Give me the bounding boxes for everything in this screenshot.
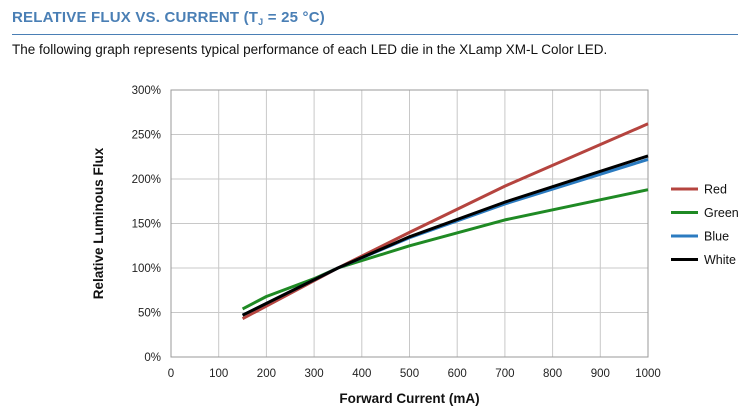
x-tick-label: 700: [495, 368, 514, 380]
series-line-green: [241, 188, 649, 311]
x-tick-label: 1000: [635, 368, 661, 380]
legend: Red Green Blue White: [671, 183, 739, 267]
x-tick-label: 300: [305, 368, 324, 380]
section-header: RELATIVE FLUX VS. CURRENT (TJ = 25 °C): [12, 6, 738, 35]
legend-label-white: White: [704, 253, 736, 267]
y-tick-label: 250%: [132, 130, 161, 142]
series-line-white: [241, 154, 649, 317]
y-tick-label: 0%: [144, 352, 161, 364]
x-tick-label: 900: [591, 368, 610, 380]
x-tick-label: 400: [352, 368, 371, 380]
x-tick-label: 200: [257, 368, 276, 380]
description-text: The following graph represents typical p…: [12, 42, 608, 57]
title-end: = 25 °C): [263, 9, 325, 26]
legend-label-blue: Blue: [704, 230, 729, 244]
series-lines: [241, 122, 649, 321]
legend-label-green: Green: [704, 206, 739, 220]
x-tick-label: 0: [168, 368, 174, 380]
y-tick-labels: 0% 50% 100% 150% 200% 250% 300%: [132, 85, 161, 364]
x-axis-label: Forward Current (mA): [339, 391, 479, 406]
grid-layer: [170, 89, 649, 358]
legend-label-red: Red: [704, 183, 727, 197]
title-subscript: J: [258, 17, 264, 27]
plot-frame: [170, 89, 649, 358]
x-tick-label: 100: [209, 368, 228, 380]
x-tick-label: 500: [400, 368, 419, 380]
y-tick-label: 150%: [132, 219, 161, 231]
section-title: RELATIVE FLUX VS. CURRENT (TJ = 25 °C): [12, 9, 325, 27]
y-tick-label: 50%: [138, 308, 161, 320]
y-tick-label: 100%: [132, 263, 161, 275]
y-axis-label: Relative Luminous Flux: [91, 147, 106, 299]
title-main: RELATIVE FLUX VS. CURRENT (T: [12, 9, 259, 26]
series-line-red: [241, 122, 649, 321]
y-tick-label: 300%: [132, 85, 161, 97]
x-tick-label: 600: [448, 368, 467, 380]
x-tick-labels: 0 100 200 300 400 500 600 700 800 900 1000: [168, 368, 661, 380]
x-tick-label: 800: [543, 368, 562, 380]
y-tick-label: 200%: [132, 174, 161, 186]
